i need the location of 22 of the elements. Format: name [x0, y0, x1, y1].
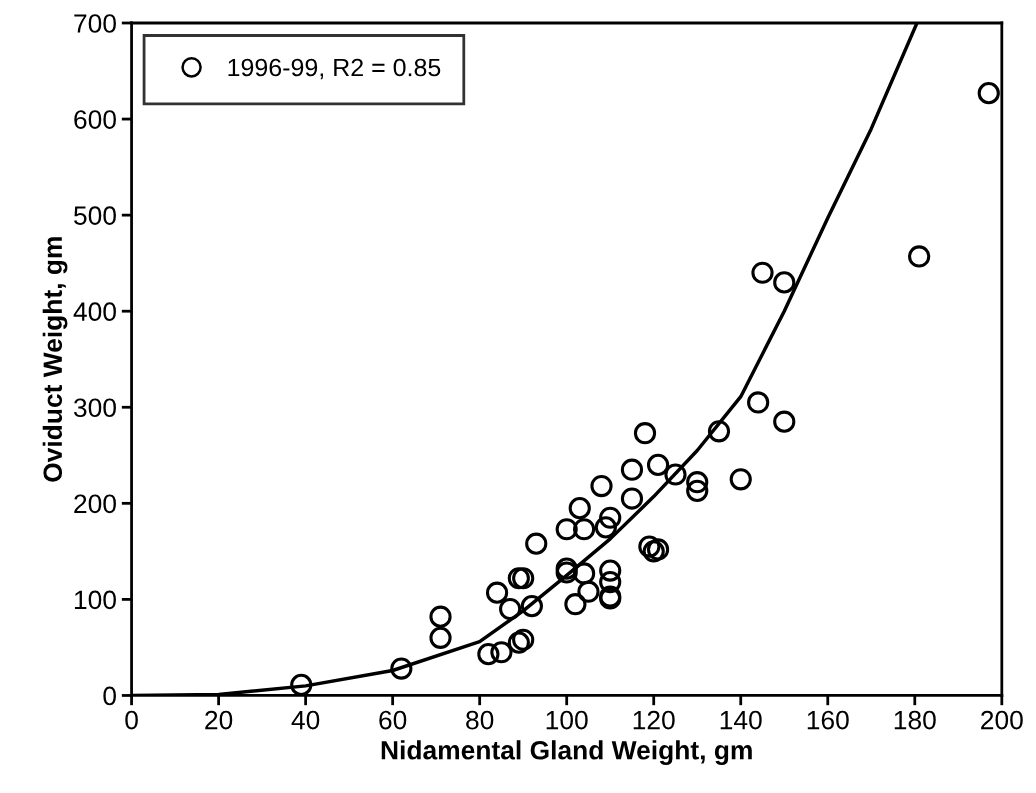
- y-tick-label: 200: [74, 494, 116, 514]
- y-tick-label: 400: [73, 302, 116, 322]
- y-tick-label: 700: [74, 14, 116, 33]
- y-tick-label: 0: [103, 686, 116, 706]
- x-axis-title: Nidamental Gland Weight, gm: [381, 740, 752, 765]
- x-tick-label: 60: [379, 710, 407, 730]
- x-tick-label: 0: [125, 710, 138, 730]
- x-tick-label: 200: [981, 710, 1023, 730]
- x-tick-label: 100: [546, 710, 588, 730]
- y-axis-title: Oviduct Weight, gm: [42, 237, 68, 482]
- y-tick-label: 100: [74, 590, 116, 610]
- legend-label: 1996-99, R2 = 0.85: [228, 58, 441, 80]
- x-tick-label: 80: [466, 710, 494, 730]
- x-tick-label: 140: [720, 710, 762, 730]
- x-tick-label: 120: [633, 710, 675, 730]
- y-tick-label: 600: [74, 110, 116, 129]
- x-tick-label: 160: [807, 710, 849, 730]
- x-tick-label: 40: [291, 710, 320, 730]
- x-tick-label: 180: [894, 710, 936, 730]
- y-tick-label: 500: [74, 206, 116, 225]
- x-tick-label: 20: [205, 710, 233, 730]
- y-tick-label: 300: [73, 398, 116, 418]
